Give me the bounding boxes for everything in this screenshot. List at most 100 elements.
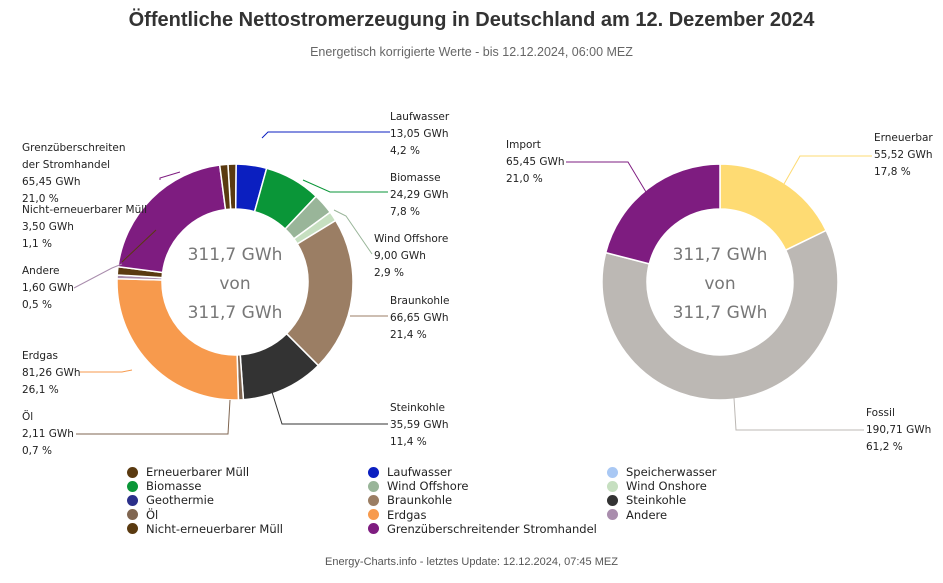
slice-fossil[interactable]: [601, 229, 839, 401]
legend-item-steinkohle[interactable]: Steinkohle: [607, 493, 686, 507]
label-text: Wind Offshore: [374, 233, 448, 245]
legend-label: Wind Offshore: [387, 479, 469, 494]
legend-label: Biomasse: [146, 479, 202, 494]
slice-erneuerbar[interactable]: [719, 163, 828, 252]
label-text: 7,8 %: [390, 206, 420, 218]
legend-label: Steinkohle: [626, 493, 687, 508]
data-label-fossil: Fossil 190,71 GWh 61,2 %: [733, 397, 931, 453]
label-connector: [159, 171, 181, 180]
legend-item-wind-onshore[interactable]: Wind Onshore: [607, 479, 707, 493]
slice-erdgas[interactable]: [116, 277, 240, 401]
legend-item-biomasse[interactable]: Biomasse: [127, 479, 201, 493]
legend-item-braunkohle[interactable]: Braunkohle: [368, 493, 452, 507]
legend-label: Geothermie: [146, 493, 214, 508]
donut-chart-categories: 311,7 GWh von 311,7 GWh Erneuerbar 55,52 GWh…: [506, 132, 933, 453]
label-connector: [566, 161, 647, 193]
legend-marker: [607, 480, 618, 492]
legend-item-erdgas[interactable]: Erdgas: [368, 508, 426, 522]
data-label-erdgas: Erdgas 81,26 GWh 26,1 %: [22, 350, 133, 396]
chart-title: Öffentliche Nettostromerzeugung in Deuts…: [128, 9, 815, 31]
legend-item-nicht-erneuerbarer-muell[interactable]: Nicht-erneuerbarer Müll: [127, 522, 283, 536]
label-text: 21,0 %: [22, 193, 59, 205]
center-text-line: 311,7 GWh: [188, 245, 283, 265]
legend-label: Andere: [626, 507, 668, 522]
donut-chart-sources: 311,7 GWh von 311,7 GWh Laufwasser 13,05 GWh…: [22, 111, 450, 457]
label-text: 9,00 GWh: [374, 250, 426, 262]
label-connector: [333, 209, 373, 255]
legend-label: Laufwasser: [387, 465, 452, 479]
label-text: Andere: [22, 265, 60, 277]
center-text-line: von: [219, 274, 250, 294]
center-text-line: von: [704, 274, 735, 294]
label-text: Öl: [22, 410, 33, 423]
label-connector: [121, 229, 157, 263]
label-text: 17,8 %: [874, 166, 911, 178]
legend-marker: [127, 523, 138, 535]
label-text: 3,50 GWh: [22, 221, 74, 233]
legend-marker: [127, 466, 138, 478]
legend-marker: [607, 466, 618, 478]
legend-item-geothermie[interactable]: Geothermie: [127, 493, 214, 507]
legend-marker: [368, 480, 379, 492]
legend-marker: [127, 494, 138, 506]
label-text: 26,1 %: [22, 384, 59, 396]
label-connector: [271, 391, 388, 425]
data-label-braunkohle: Braunkohle 66,65 GWh 21,4 %: [350, 295, 449, 341]
legend-item-speicherwasser[interactable]: Speicherwasser: [607, 465, 717, 479]
legend-marker: [607, 494, 618, 506]
label-text: Nicht-erneuerbarer Müll: [22, 204, 147, 216]
label-text: 2,9 %: [374, 267, 404, 279]
legend-label: Öl: [146, 507, 159, 522]
label-text: Grenzüberschreiten: [22, 142, 126, 154]
slice-erneuerbarer-muell[interactable]: [218, 163, 232, 211]
label-connector: [302, 179, 388, 193]
legend-item-grenzueberschreitender-stromhandel[interactable]: Grenzüberschreitender Stromhandel: [368, 522, 597, 536]
label-connector: [733, 397, 864, 431]
label-text: 35,59 GWh: [390, 419, 449, 431]
label-text: 21,0 %: [506, 173, 543, 185]
label-text: 190,71 GWh: [866, 424, 931, 436]
legend-item-andere[interactable]: Andere: [607, 508, 667, 522]
legend-marker: [368, 494, 379, 506]
legend-marker: [127, 480, 138, 492]
legend-label: Erdgas: [387, 507, 427, 522]
legend-item-oel[interactable]: Öl: [127, 508, 158, 522]
label-text: 1,60 GWh: [22, 282, 74, 294]
legend-label: Speicherwasser: [626, 465, 717, 479]
label-text: 2,11 GWh: [22, 428, 74, 440]
label-text: Braunkohle: [390, 295, 449, 307]
legend-label: Erneuerbarer Müll: [146, 465, 250, 479]
label-connector: [783, 155, 872, 185]
label-text: Import: [506, 139, 541, 151]
legend-label: Nicht-erneuerbarer Müll: [146, 521, 284, 536]
legend-marker: [607, 509, 618, 521]
data-label-laufwasser: Laufwasser 13,05 GWh 4,2 %: [261, 111, 450, 157]
label-text: 13,05 GWh: [390, 128, 449, 140]
label-text: 0,5 %: [22, 299, 52, 311]
data-label-wind-offshore: Wind Offshore 9,00 GWh 2,9 %: [333, 209, 448, 279]
label-text: 65,45 GWh: [506, 156, 565, 168]
center-text-line: 311,7 GWh: [673, 245, 768, 265]
data-label-oel: Öl 2,11 GWh 0,7 %: [22, 399, 231, 457]
legend-label: Grenzüberschreitender Stromhandel: [387, 521, 597, 536]
label-text: 1,1 %: [22, 238, 52, 250]
legend-item-erneuerbarer-muell[interactable]: Erneuerbarer Müll: [127, 465, 249, 479]
legend-marker: [368, 523, 379, 535]
center-text-line: 311,7 GWh: [188, 303, 283, 323]
legend: Erneuerbarer Müll Laufwasser Speicherwasse…: [0, 465, 943, 545]
label-text: 21,4 %: [390, 329, 427, 341]
label-text: Erneuerbar: [874, 132, 933, 144]
legend-item-wind-offshore[interactable]: Wind Offshore: [368, 479, 468, 493]
legend-label: Braunkohle: [387, 493, 453, 508]
label-text: 66,65 GWh: [390, 312, 449, 324]
label-text: Biomasse: [390, 172, 441, 184]
data-label-extra: Nicht-erneuerbarer Müll 3,50 GWh 1,1 %: [22, 204, 157, 263]
label-text: 4,2 %: [390, 145, 420, 157]
data-label-andere: Andere 1,60 GWh 0,5 %: [22, 263, 123, 311]
chart-subtitle: Energetisch korrigierte Werte - bis 12.1…: [310, 45, 633, 59]
legend-marker: [368, 509, 379, 521]
slice-import[interactable]: [604, 163, 721, 265]
data-label-erneuerbar: Erneuerbar 55,52 GWh 17,8 %: [783, 132, 933, 185]
legend-item-laufwasser[interactable]: Laufwasser: [368, 465, 452, 479]
label-text: 81,26 GWh: [22, 367, 81, 379]
